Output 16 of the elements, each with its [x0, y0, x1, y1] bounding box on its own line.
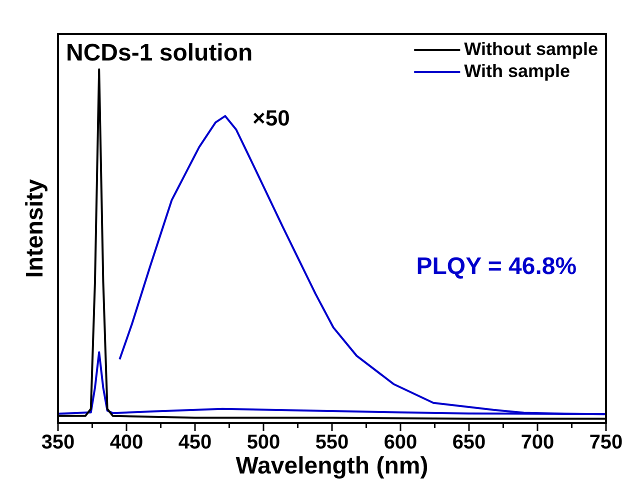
- chart-title: NCDs-1 solution: [66, 40, 253, 67]
- x-tick-label: 400: [110, 432, 144, 454]
- annotation: ×50: [252, 106, 290, 131]
- annotation: PLQY = 46.8%: [416, 253, 577, 280]
- legend-label: Without sample: [464, 38, 598, 59]
- x-tick-label: 450: [178, 432, 212, 454]
- y-axis-title: Intensity: [22, 178, 49, 278]
- legend-label: With sample: [464, 60, 570, 81]
- x-tick-label: 350: [41, 432, 75, 454]
- x-axis-title: Wavelength (nm): [236, 452, 428, 480]
- x-tick-label: 600: [384, 432, 418, 454]
- x-tick-label: 650: [452, 432, 486, 454]
- x-tick-label: 700: [520, 432, 554, 454]
- x-tick-label: 750: [589, 432, 623, 454]
- x-tick-label: 500: [246, 432, 280, 454]
- x-tick-label: 550: [315, 432, 349, 454]
